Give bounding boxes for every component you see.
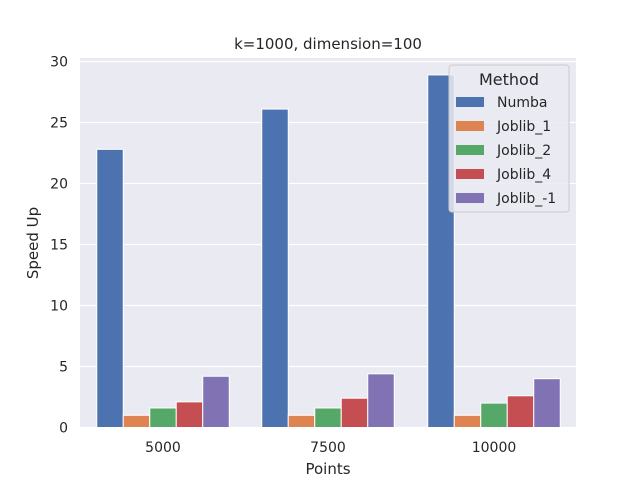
y-tick-label: 5 — [59, 360, 68, 376]
bar-joblib-4-10000 — [506, 395, 535, 428]
x-tick-label: 10000 — [472, 440, 517, 456]
legend-swatch — [456, 193, 484, 203]
bar-numba-5000 — [96, 148, 124, 428]
bar-joblib-4-7500 — [340, 397, 369, 429]
legend-label: Numba — [497, 95, 547, 111]
x-axis-ticks: 5000 7500 10000 — [145, 440, 516, 456]
bar-joblib-1-10000 — [453, 414, 482, 428]
legend-swatch — [456, 121, 484, 131]
y-axis-label: Speed Up — [24, 207, 42, 279]
legend-title: Method — [479, 70, 539, 89]
bar-joblib-2-5000 — [149, 407, 177, 429]
legend-swatch — [456, 169, 484, 179]
chart-title: k=1000, dimension=100 — [234, 35, 422, 53]
bar-numba-7500 — [261, 108, 289, 429]
x-tick-label: 7500 — [310, 440, 346, 456]
bar-joblib-1-7500 — [367, 373, 395, 429]
y-tick-label: 25 — [50, 116, 68, 132]
bar-joblib-1-7500 — [287, 414, 316, 428]
bars — [96, 74, 561, 429]
x-tick-label: 5000 — [145, 440, 181, 456]
legend-label: Joblib_4 — [496, 167, 551, 183]
y-tick-label: 30 — [50, 55, 68, 71]
legend-label: Joblib_2 — [496, 143, 551, 159]
y-tick-label: 15 — [50, 238, 68, 254]
legend: Method Numba Joblib_1 Joblib_2 Joblib_4 Jobl… — [448, 64, 570, 213]
legend-label: Joblib_1 — [496, 119, 551, 135]
bar-joblib-4-5000 — [175, 401, 204, 429]
y-tick-label: 10 — [50, 299, 68, 315]
legend-label: Joblib_-1 — [496, 191, 556, 207]
legend-swatch — [456, 97, 484, 107]
bar-joblib-1-5000 — [122, 414, 151, 428]
bar-joblib-1-10000 — [533, 378, 561, 429]
bar-joblib-1-5000 — [202, 375, 230, 429]
bar-joblib-2-10000 — [480, 402, 508, 429]
x-axis-label: Points — [305, 460, 350, 478]
y-axis-ticks: 0 5 10 15 20 25 30 — [50, 55, 68, 437]
y-tick-label: 0 — [59, 421, 68, 437]
y-tick-label: 20 — [50, 177, 68, 193]
bar-joblib-2-7500 — [314, 407, 342, 429]
legend-swatch — [456, 145, 484, 155]
